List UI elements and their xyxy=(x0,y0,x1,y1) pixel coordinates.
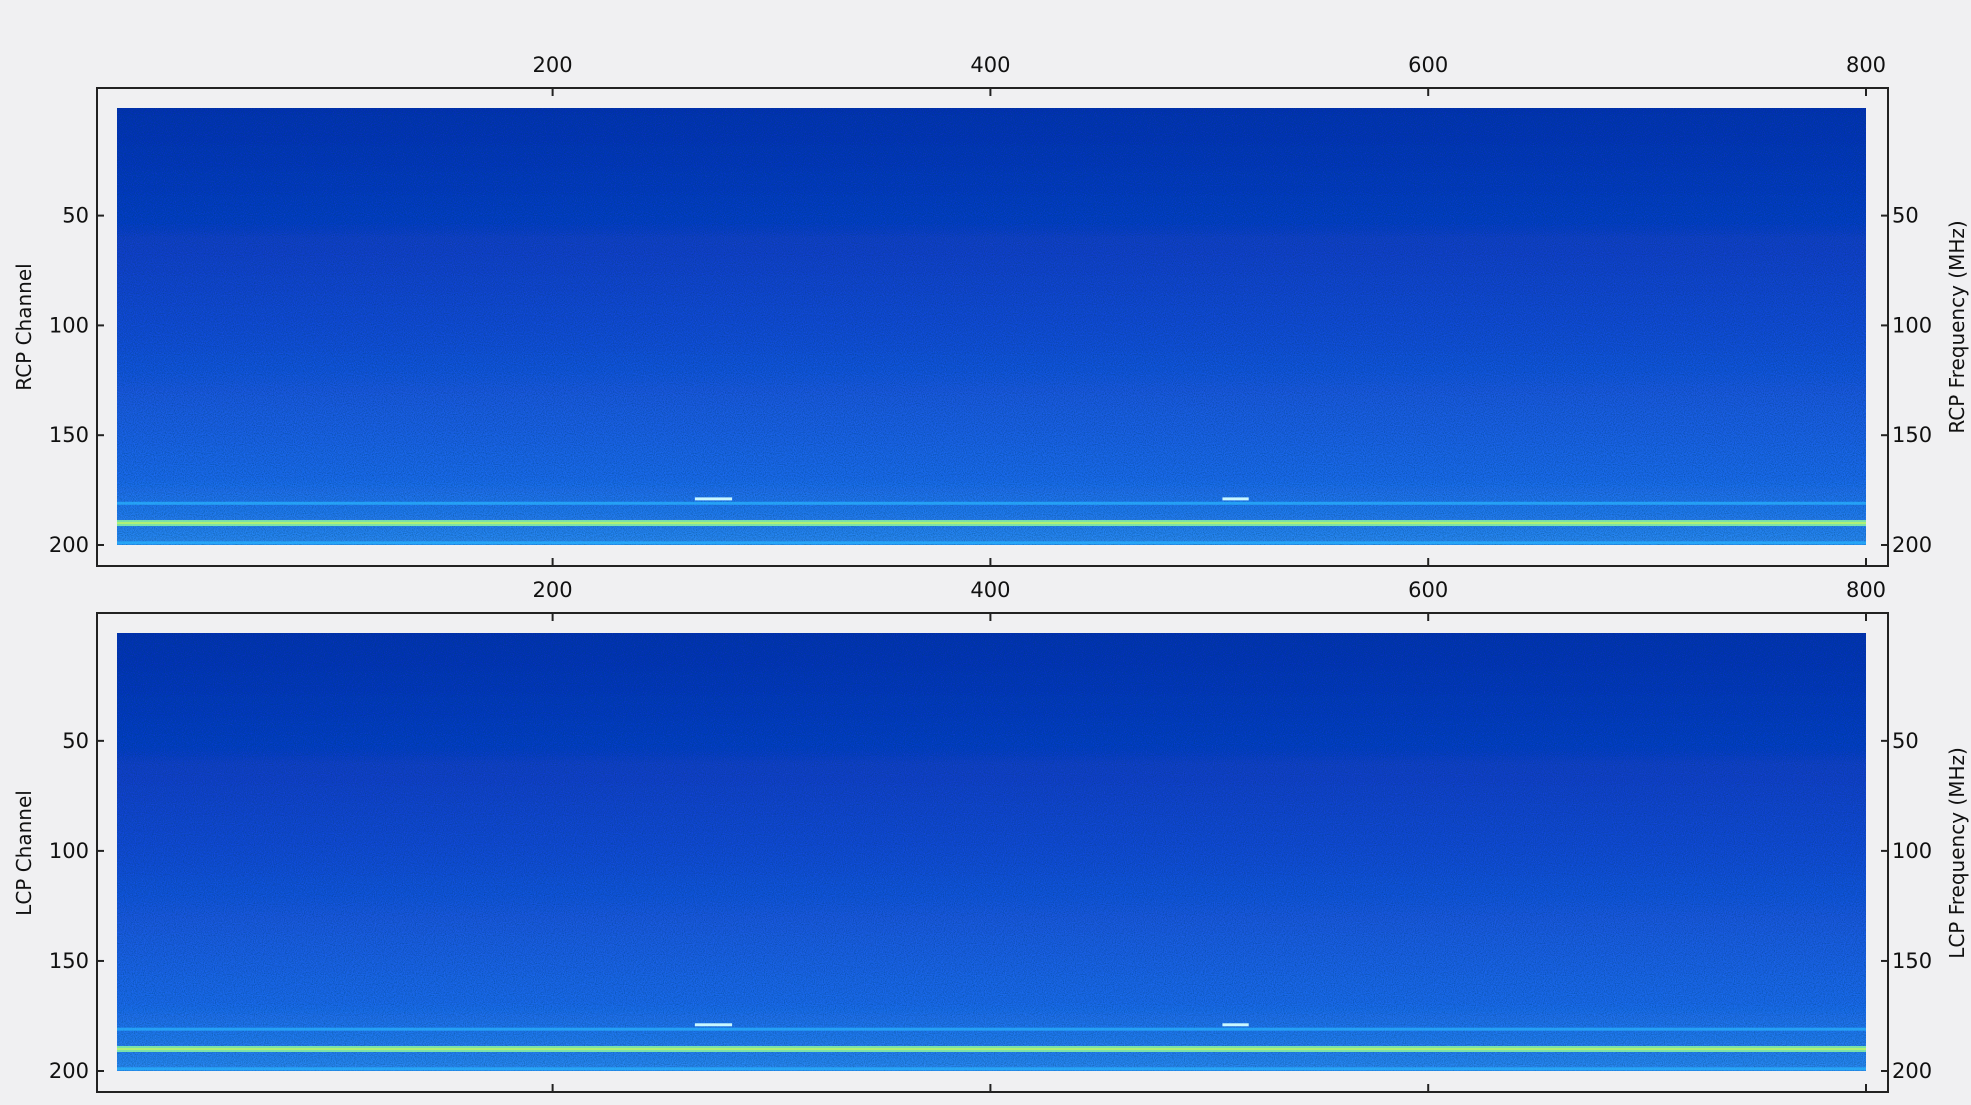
x-tick-label: 600 xyxy=(1408,53,1448,77)
y-right-tick-label: 50 xyxy=(1892,729,1919,753)
rcp-panel: RCP Channel RCP Frequency (MHz) 200 400 60… xyxy=(12,53,1969,567)
y-tick-label: 100 xyxy=(49,313,89,337)
x-tick-label: 600 xyxy=(1408,578,1448,602)
lcp-plot-frame xyxy=(96,612,1889,1093)
spectral-band-core xyxy=(117,1047,1866,1050)
y-tick-label: 150 xyxy=(49,423,89,447)
signal-segment xyxy=(1222,497,1249,501)
lcp-panel: LCP Channel LCP Frequency (MHz) 200 400 60… xyxy=(12,578,1969,1093)
x-tick-label: 800 xyxy=(1846,578,1886,602)
rcp-channel-axis-title: RCP Channel xyxy=(12,263,36,390)
rcp-plot-frame xyxy=(96,87,1889,567)
rcp-frequency-axis-title: RCP Frequency (MHz) xyxy=(1945,220,1969,433)
x-tick-label: 400 xyxy=(970,578,1010,602)
spectral-band-core xyxy=(117,522,1866,525)
spectral-band xyxy=(117,501,1866,505)
x-tick-label: 400 xyxy=(970,53,1010,77)
spectral-band xyxy=(117,1027,1866,1031)
x-tick-label: 200 xyxy=(533,53,573,77)
x-tick-label: 200 xyxy=(533,578,573,602)
y-tick-label: 100 xyxy=(49,839,89,863)
signal-segment xyxy=(1222,1023,1249,1027)
y-right-tick-label: 100 xyxy=(1892,313,1932,337)
signal-segment xyxy=(694,1023,733,1027)
y-tick-label: 150 xyxy=(49,949,89,973)
signal-segment xyxy=(694,497,733,501)
x-tick-label: 800 xyxy=(1846,53,1886,77)
y-right-tick-label: 50 xyxy=(1892,204,1919,228)
y-right-tick-label: 150 xyxy=(1892,423,1932,447)
y-tick-label: 200 xyxy=(49,533,89,557)
y-right-tick-label: 200 xyxy=(1892,533,1932,557)
lcp-frequency-axis-title: LCP Frequency (MHz) xyxy=(1945,747,1969,959)
y-tick-label: 50 xyxy=(62,204,89,228)
lcp-heatmap-area xyxy=(117,633,1866,1071)
y-tick-label: 200 xyxy=(49,1059,89,1083)
spectral-band xyxy=(117,541,1866,545)
rcp-heatmap-area xyxy=(117,108,1866,545)
lcp-channel-axis-title: LCP Channel xyxy=(12,790,36,916)
y-right-tick-label: 150 xyxy=(1892,949,1932,973)
y-tick-label: 50 xyxy=(62,729,89,753)
y-right-tick-label: 200 xyxy=(1892,1059,1932,1083)
spectral-band xyxy=(117,1067,1866,1071)
y-right-tick-label: 100 xyxy=(1892,839,1932,863)
